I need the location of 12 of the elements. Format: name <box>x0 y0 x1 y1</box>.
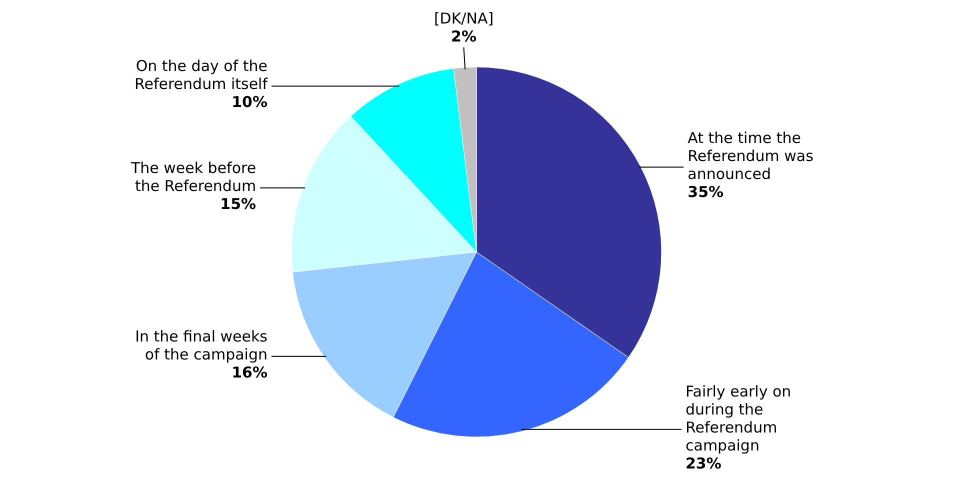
data-label: 2% <box>451 27 476 46</box>
data-label: 16% <box>232 363 268 382</box>
slice-label: In the final weeks of the campaign <box>135 327 268 364</box>
slice-label: [DK/NA] <box>434 9 494 28</box>
slice-label: On the day of the Referendum itself <box>134 57 268 94</box>
data-label: 35% <box>688 183 724 202</box>
slice-label: At the time the Referendum was announced <box>688 129 814 184</box>
slice-label: The week before the Referendum <box>130 158 256 195</box>
data-label: 23% <box>686 454 722 472</box>
slice-label: Fairly early on during the Referendum campaign <box>686 382 792 454</box>
data-label: 10% <box>232 93 268 112</box>
data-label: 15% <box>220 194 256 213</box>
